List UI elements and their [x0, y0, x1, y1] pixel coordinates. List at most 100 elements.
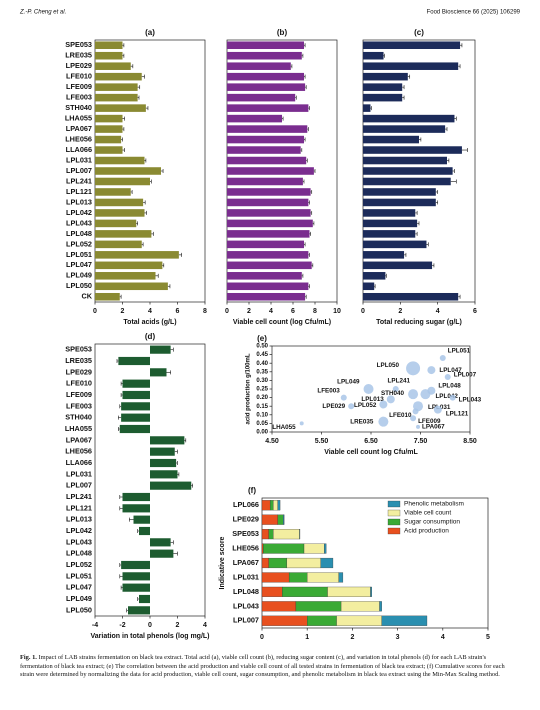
- bar: [122, 492, 150, 502]
- bar-segment: [338, 572, 344, 583]
- bar: [95, 251, 179, 259]
- category-label: LPL007: [66, 481, 92, 490]
- x-axis-label: Total reducing sugar (g/L): [376, 319, 462, 326]
- y-tick-label: 0.10: [256, 412, 268, 418]
- category-label: LPL049: [66, 271, 92, 280]
- bar: [150, 538, 171, 547]
- x-tick-label: 0: [148, 622, 152, 629]
- x-tick-label: -2: [119, 622, 125, 629]
- bar-segment: [370, 586, 372, 597]
- legend-label: Phenolic metabolism: [404, 501, 464, 508]
- y-axis-label: Indicative score: [219, 536, 226, 589]
- x-tick-label: 2: [121, 308, 125, 315]
- bar: [150, 368, 167, 377]
- bar: [363, 83, 403, 91]
- bar: [95, 209, 145, 217]
- category-label: SPE053: [65, 345, 92, 354]
- x-tick-label: 8.50: [463, 438, 477, 445]
- legend-swatch: [387, 509, 401, 517]
- bar: [363, 209, 416, 217]
- point-label: LFE003: [317, 387, 340, 394]
- legend-swatch: [387, 518, 401, 526]
- category-label: LPL007: [233, 616, 259, 625]
- category-label: LRE035: [65, 356, 92, 365]
- bar: [363, 135, 419, 144]
- bar: [363, 104, 371, 112]
- category-label: LPA067: [233, 558, 259, 567]
- category-label: LPL051: [66, 571, 92, 580]
- y-tick-label: 0.30: [256, 378, 268, 384]
- bar: [227, 261, 312, 270]
- point-label: LPE029: [322, 403, 345, 410]
- category-label: LFE010: [66, 379, 92, 388]
- bar: [227, 41, 304, 50]
- bubble: [378, 416, 389, 427]
- bar-segment: [273, 529, 300, 540]
- point-label: LPL013: [361, 396, 384, 403]
- bar: [363, 292, 459, 301]
- bar-segment: [324, 543, 327, 554]
- category-label: LHE056: [65, 447, 92, 456]
- x-tick-label: 3: [396, 634, 400, 641]
- bar: [95, 156, 145, 165]
- bubble: [363, 384, 374, 394]
- bar: [227, 51, 302, 60]
- bar: [363, 198, 436, 207]
- category-label: LPL048: [233, 587, 259, 596]
- bar-segment: [263, 543, 305, 554]
- x-tick-label: 2: [398, 308, 402, 315]
- running-journal: Food Bioscience 66 (2025) 106299: [427, 10, 521, 16]
- category-label: LPL031: [66, 155, 92, 164]
- bar-segment: [307, 615, 337, 626]
- point-label: STH040: [381, 390, 405, 397]
- bar: [150, 447, 175, 456]
- category-label: LPL121: [66, 187, 92, 196]
- bar-segment: [288, 572, 308, 583]
- bar-segment: [261, 601, 297, 612]
- y-tick-label: 0.00: [256, 430, 268, 436]
- bar: [95, 51, 123, 60]
- panel-label: (a): [145, 28, 155, 37]
- bar-segment: [269, 500, 274, 511]
- bubble: [299, 421, 304, 426]
- x-tick-label: 8: [313, 308, 317, 315]
- category-label: LRE035: [65, 51, 92, 60]
- bar: [363, 188, 436, 196]
- category-label: LPL047: [66, 260, 92, 269]
- bar: [227, 135, 304, 144]
- category-label: LPL052: [66, 239, 92, 248]
- category-label: LPL241: [66, 176, 92, 185]
- category-label: LPL007: [66, 166, 92, 175]
- bar: [227, 125, 308, 133]
- x-tick-label: 2: [247, 308, 251, 315]
- point-label: LPL047: [439, 367, 462, 374]
- point-label: LHA055: [272, 424, 296, 431]
- bar: [363, 72, 408, 81]
- bar-segment: [268, 529, 274, 540]
- bubble: [408, 389, 419, 400]
- category-label: CK: [81, 292, 92, 301]
- category-label: LPL031: [66, 469, 92, 478]
- bar-segment: [261, 586, 283, 597]
- bubble: [416, 424, 421, 429]
- bar: [128, 606, 150, 615]
- bar: [227, 209, 311, 217]
- bar: [363, 261, 433, 270]
- category-label: LPL013: [66, 515, 92, 524]
- bar: [150, 470, 178, 479]
- bar: [121, 413, 150, 422]
- panel-label: (b): [277, 28, 288, 37]
- category-label: LPL042: [66, 208, 92, 217]
- x-axis-label: Variation in total phenols (log mg/L): [91, 633, 210, 640]
- bar: [227, 177, 303, 186]
- x-tick-label: 4: [203, 622, 207, 629]
- bar: [122, 390, 150, 400]
- bar: [227, 251, 309, 259]
- x-tick-label: 6: [473, 308, 477, 315]
- x-tick-label: 10: [333, 308, 341, 315]
- bar-segment: [277, 514, 284, 525]
- category-label: LFE010: [66, 72, 92, 81]
- bubble: [412, 408, 419, 415]
- bubble: [379, 400, 388, 409]
- category-label: LPL049: [66, 594, 92, 603]
